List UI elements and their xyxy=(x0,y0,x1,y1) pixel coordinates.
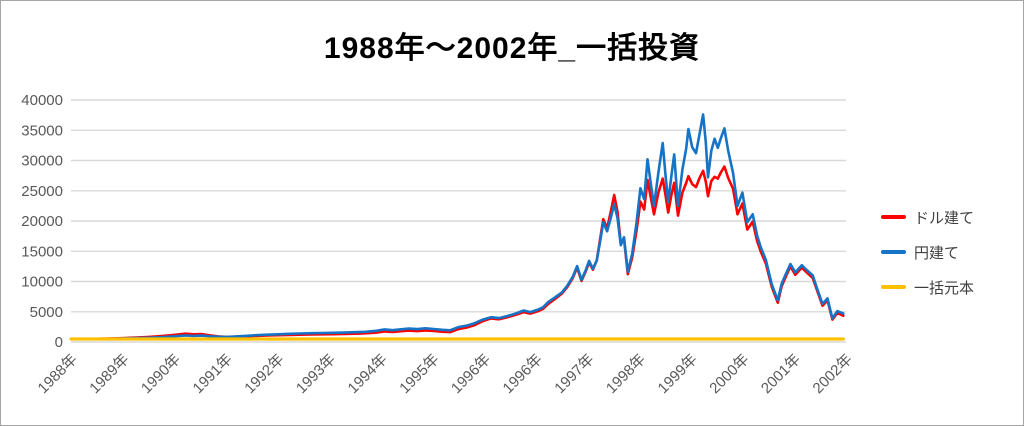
y-axis-tick-label: 5000 xyxy=(30,304,63,321)
y-axis-tick-label: 35000 xyxy=(21,122,63,139)
legend-item-yen: 円建て xyxy=(881,242,974,262)
x-axis-tick-label: 2000年 xyxy=(706,351,752,397)
x-axis-tick-label: 1998年 xyxy=(603,351,649,397)
x-axis-tick-label: 2002年 xyxy=(810,351,856,397)
y-axis-tick-label: 10000 xyxy=(21,274,63,291)
legend-label-yen: 円建て xyxy=(914,244,960,262)
legend-label-principal: 一括元本 xyxy=(914,279,975,297)
x-axis-tick-label: 1989年 xyxy=(86,351,132,397)
y-axis-tick-label: 20000 xyxy=(21,213,63,230)
y-axis-tick-label: 25000 xyxy=(21,183,63,200)
x-axis-tick-label: 1995年 xyxy=(396,351,442,397)
y-axis-tick-label: 30000 xyxy=(21,153,63,170)
x-axis-tick-label: 1990年 xyxy=(138,351,184,397)
legend-line-swatch-yen xyxy=(881,250,906,254)
x-axis-tick-label: 1999年 xyxy=(655,351,701,397)
chart-title: 1988年～2002年_一括投資 xyxy=(323,32,701,65)
legend-item-dollar: ドル建て xyxy=(881,207,974,227)
legend: ドル建て 円建て 一括元本 xyxy=(881,207,974,312)
series-line-yen xyxy=(69,113,845,341)
y-axis-tick-label: 15000 xyxy=(21,243,63,260)
y-axis-tick-label: 0 xyxy=(55,334,63,351)
x-axis-tick-label: 1992年 xyxy=(241,351,287,397)
x-axis-tick-label: 1994年 xyxy=(345,351,391,397)
y-axis-tick-label: 40000 xyxy=(21,92,63,109)
series-line-dollar xyxy=(69,165,845,341)
x-axis-tick-label: 2001年 xyxy=(758,351,804,397)
x-axis-tick-label: 1996年 xyxy=(500,351,546,397)
x-axis-tick-label: 1997年 xyxy=(551,351,597,397)
x-axis-tick-label: 1988年 xyxy=(35,351,81,397)
x-axis-tick-label: 1993年 xyxy=(293,351,339,397)
legend-line-swatch-dollar xyxy=(881,215,906,219)
legend-item-principal: 一括元本 xyxy=(881,277,974,297)
x-axis-tick-label: 1996年 xyxy=(448,351,494,397)
x-axis-tick-label: 1991年 xyxy=(190,351,236,397)
legend-line-swatch-principal xyxy=(881,285,906,289)
legend-label-dollar: ドル建て xyxy=(914,209,975,227)
